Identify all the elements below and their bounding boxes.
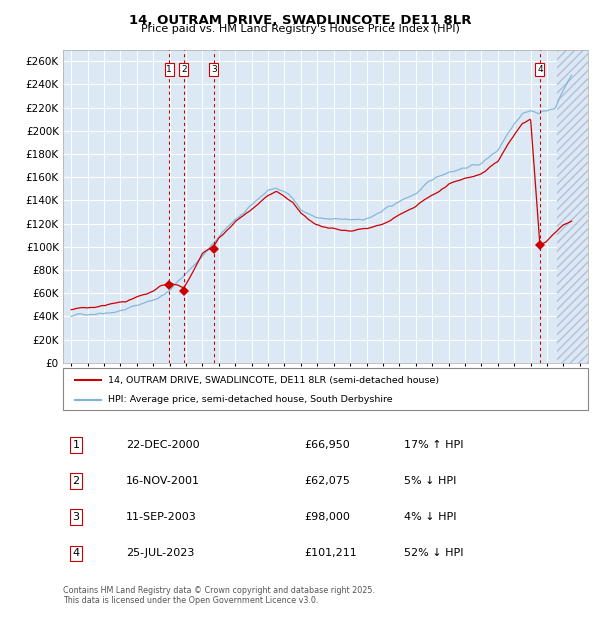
Text: 11-SEP-2003: 11-SEP-2003 — [126, 512, 197, 522]
Text: 17% ↑ HPI: 17% ↑ HPI — [404, 440, 464, 450]
FancyBboxPatch shape — [63, 368, 588, 410]
Bar — [557, 50, 596, 363]
Text: £101,211: £101,211 — [305, 549, 357, 559]
Text: Price paid vs. HM Land Registry's House Price Index (HPI): Price paid vs. HM Land Registry's House … — [140, 24, 460, 33]
Text: £98,000: £98,000 — [305, 512, 350, 522]
Text: 14, OUTRAM DRIVE, SWADLINCOTE, DE11 8LR (semi-detached house): 14, OUTRAM DRIVE, SWADLINCOTE, DE11 8LR … — [107, 376, 439, 384]
Text: 16-NOV-2001: 16-NOV-2001 — [126, 476, 200, 486]
Bar — [557, 50, 596, 363]
Text: 4: 4 — [537, 65, 543, 74]
Text: 52% ↓ HPI: 52% ↓ HPI — [404, 549, 464, 559]
Text: This data is licensed under the Open Government Licence v3.0.: This data is licensed under the Open Gov… — [63, 596, 319, 606]
Text: 4% ↓ HPI: 4% ↓ HPI — [404, 512, 457, 522]
Text: 25-JUL-2023: 25-JUL-2023 — [126, 549, 194, 559]
Text: 2: 2 — [181, 65, 187, 74]
Text: 1: 1 — [73, 440, 80, 450]
Text: 3: 3 — [73, 512, 80, 522]
Text: £62,075: £62,075 — [305, 476, 350, 486]
Text: 14, OUTRAM DRIVE, SWADLINCOTE, DE11 8LR: 14, OUTRAM DRIVE, SWADLINCOTE, DE11 8LR — [129, 14, 471, 27]
Text: 4: 4 — [73, 549, 80, 559]
Text: 2: 2 — [73, 476, 80, 486]
Text: 1: 1 — [166, 65, 172, 74]
Text: Contains HM Land Registry data © Crown copyright and database right 2025.: Contains HM Land Registry data © Crown c… — [63, 586, 375, 595]
Text: 22-DEC-2000: 22-DEC-2000 — [126, 440, 200, 450]
Text: HPI: Average price, semi-detached house, South Derbyshire: HPI: Average price, semi-detached house,… — [107, 396, 392, 404]
Text: £66,950: £66,950 — [305, 440, 350, 450]
Text: 5% ↓ HPI: 5% ↓ HPI — [404, 476, 457, 486]
Text: 3: 3 — [211, 65, 217, 74]
